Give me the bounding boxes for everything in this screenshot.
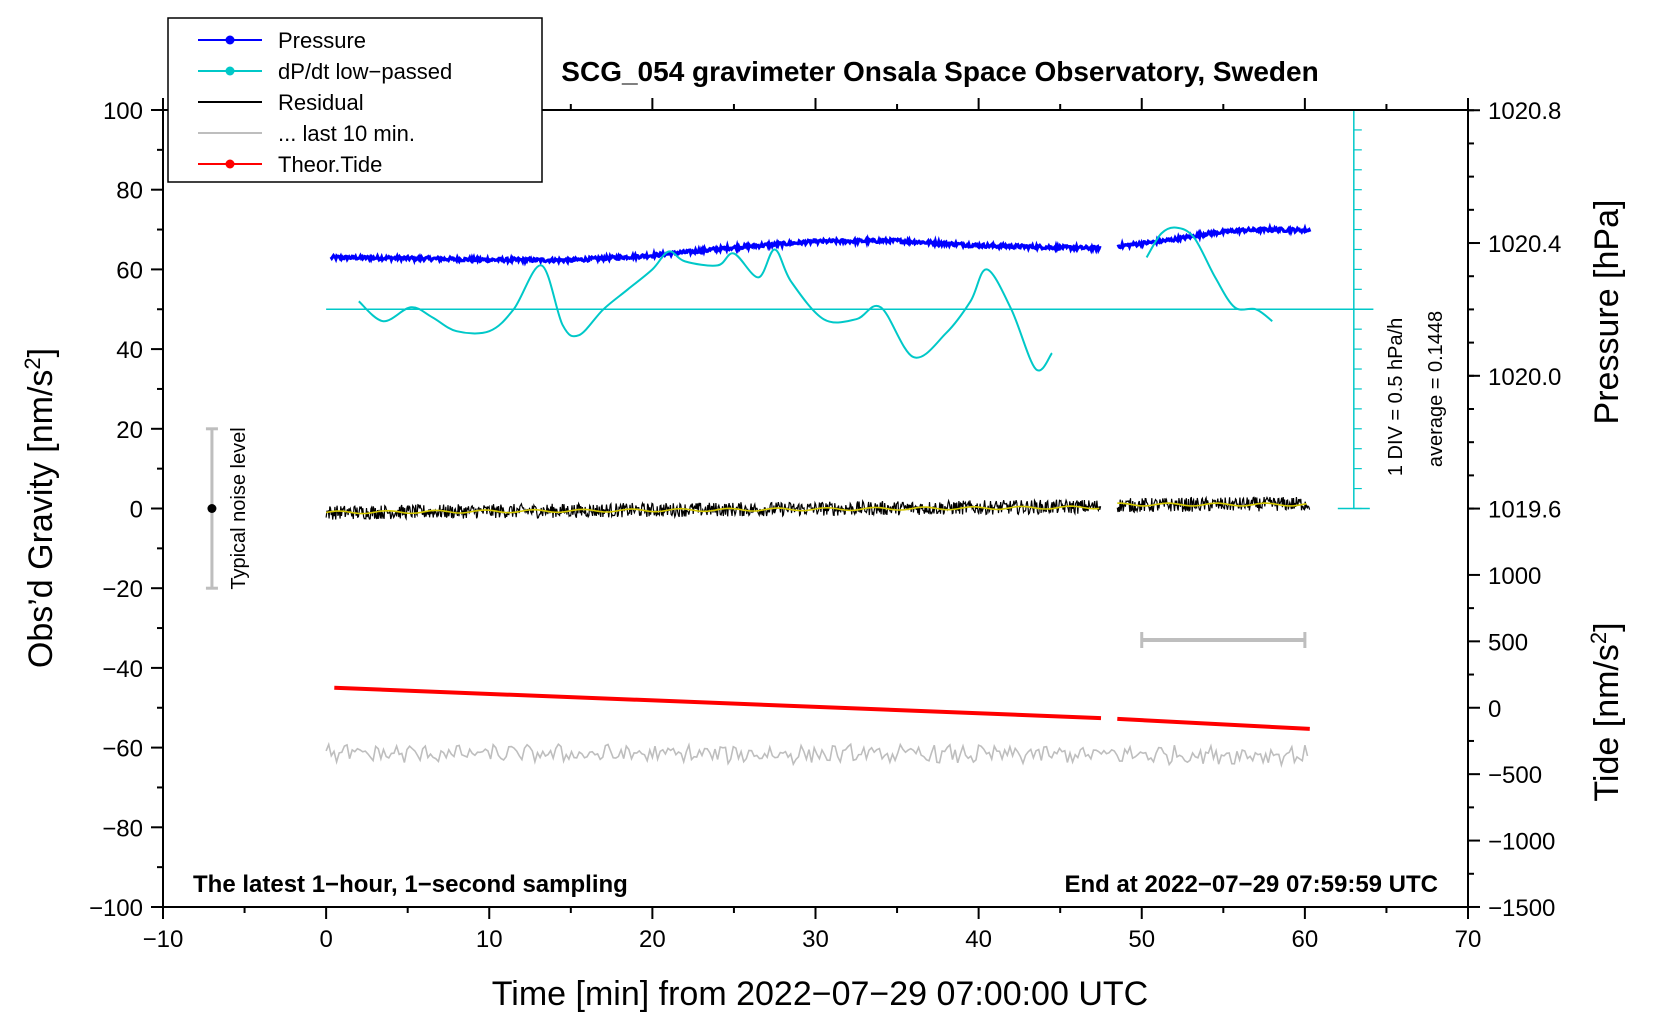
y-tick-label: 40 xyxy=(116,337,143,364)
pressure-tick-label: 1020.4 xyxy=(1488,231,1561,258)
legend-box xyxy=(167,17,543,183)
x-tick-label: 70 xyxy=(1455,926,1482,953)
residual-line xyxy=(325,498,1102,521)
x-tick-label: 0 xyxy=(319,926,332,953)
tide-axis-label: Tide [nm/s2] xyxy=(1586,622,1626,801)
pressure-tick-label: 1020.8 xyxy=(1488,98,1561,125)
-last-10-min-line xyxy=(325,741,1309,769)
sampling-note: The latest 1−hour, 1−second sampling xyxy=(193,871,628,898)
y-axis-label-left: Obs’d Gravity [nm/s2] xyxy=(20,348,60,668)
y-tick-label: −100 xyxy=(89,895,143,922)
annotations-layer: 1 DIV = 0.5 hPa/h average = 0.1448 Typical… xyxy=(205,109,1447,649)
y-tick-label: 100 xyxy=(103,98,143,125)
x-tick-label: 40 xyxy=(965,926,992,953)
pressure-tick-label: 1019.6 xyxy=(1488,497,1561,524)
theor-tide-line xyxy=(1117,716,1310,731)
y-tick-label: 20 xyxy=(116,417,143,444)
series-layer xyxy=(325,222,1312,769)
x-tick-label: 30 xyxy=(802,926,829,953)
x-axis-label: Time [min] from 2022−07−29 07:00:00 UTC xyxy=(492,975,1148,1013)
axes-layer: −10 0 10 20 30 40 50 60 70−100−80−60−40−20020406… xyxy=(89,98,1561,953)
legend: Pressure dP/dt low−passed Residual ... last… xyxy=(167,17,543,183)
y-axis-label-left-text: Obs’d Gravity [nm/s xyxy=(22,370,60,669)
y-tick-label: 80 xyxy=(116,178,143,205)
theor-tide-line xyxy=(334,685,1102,721)
tide-tick-label: −500 xyxy=(1488,762,1542,789)
tide-tick-label: 500 xyxy=(1488,629,1528,656)
residual-line xyxy=(1116,495,1311,514)
end-time-note: End at 2022−07−29 07:59:59 UTC xyxy=(1064,871,1438,898)
x-tick-label: 10 xyxy=(476,926,503,953)
chart-title: SCG_054 gravimeter Onsala Space Observat… xyxy=(561,56,1318,87)
y-tick-label: −80 xyxy=(102,815,143,842)
tide-axis-label-sup: 2 xyxy=(1586,632,1611,644)
y-tick-label: 60 xyxy=(116,257,143,284)
x-tick-label: −10 xyxy=(143,926,184,953)
legend-marker xyxy=(225,66,235,76)
x-tick-label: 60 xyxy=(1292,926,1319,953)
residual-smoothed-line xyxy=(1117,502,1307,507)
legend-label: dP/dt low−passed xyxy=(278,59,452,84)
legend-marker xyxy=(225,159,235,169)
tide-tick-label: −1000 xyxy=(1488,829,1555,856)
tide-axis-label-close: ] xyxy=(1588,622,1626,631)
legend-label: Residual xyxy=(278,90,364,115)
legend-label: Theor.Tide xyxy=(278,152,382,177)
pressure-tick-label: 1020.0 xyxy=(1488,364,1561,391)
tide-tick-label: 1000 xyxy=(1488,563,1541,590)
y-axis-label-left-sup: 2 xyxy=(20,357,45,369)
y-tick-label: −60 xyxy=(102,736,143,763)
pressure-axis-label: Pressure [hPa] xyxy=(1588,200,1626,425)
pressure-line xyxy=(329,234,1102,267)
dp-dt-low-passed-line xyxy=(358,248,1053,372)
pressure-line xyxy=(1116,222,1312,252)
noise-label: Typical noise level xyxy=(228,427,250,589)
residual-smoothed-line xyxy=(325,505,1100,515)
x-tick-label: 50 xyxy=(1128,926,1155,953)
legend-label: ... last 10 min. xyxy=(278,121,415,146)
y-tick-label: −40 xyxy=(102,656,143,683)
tide-tick-label: 0 xyxy=(1488,696,1501,723)
y-tick-label: −20 xyxy=(102,576,143,603)
noise-bar-center xyxy=(207,504,217,513)
legend-label: Pressure xyxy=(278,28,366,53)
tide-axis-label-text: Tide [nm/s xyxy=(1588,644,1626,801)
x-tick-label: 20 xyxy=(639,926,666,953)
y-axis-label-left-close: ] xyxy=(22,348,60,357)
y-tick-label: 0 xyxy=(130,497,143,524)
div-label: 1 DIV = 0.5 hPa/h xyxy=(1385,318,1407,476)
average-label: average = 0.1448 xyxy=(1425,311,1447,467)
legend-marker xyxy=(225,35,235,45)
tide-tick-label: −1500 xyxy=(1488,895,1555,922)
